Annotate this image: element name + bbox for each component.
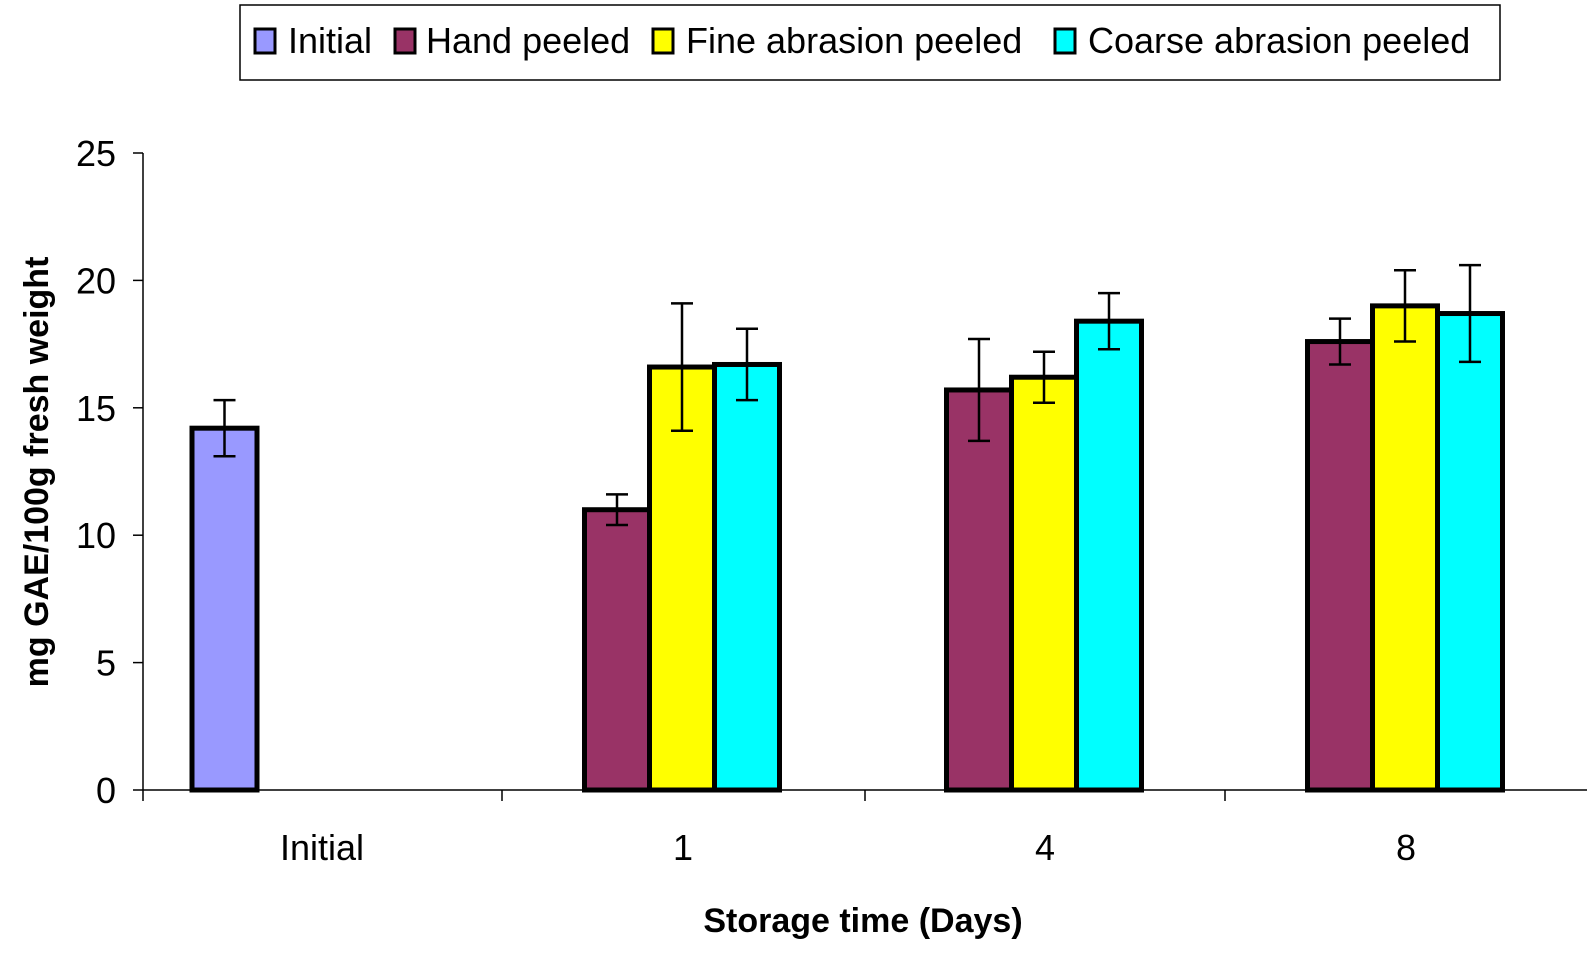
x-tick-labels: Initial 1 4 8 — [280, 827, 1416, 868]
y-tick-label: 20 — [76, 260, 116, 301]
error-bar — [1394, 268, 1416, 343]
error-bar — [606, 493, 628, 527]
legend-swatch-initial — [253, 27, 277, 55]
error-bar — [213, 398, 236, 458]
x-ticks — [142, 790, 1226, 801]
y-tick-label: 5 — [96, 643, 116, 684]
y-ticks: 0 5 10 15 20 25 — [76, 133, 143, 811]
y-tick-label: 0 — [96, 770, 116, 811]
error-bar — [1098, 291, 1120, 351]
legend-label-hand-peeled: Hand peeled — [426, 20, 630, 61]
bar-hand-peeled-8 — [1305, 339, 1375, 793]
error-bar — [736, 327, 758, 402]
bar-coarse-abrasion-peeled-4 — [1074, 318, 1144, 793]
bar-coarse-abrasion-peeled-1 — [712, 361, 782, 793]
legend: Initial Hand peeled Fine abrasion peeled… — [239, 4, 1501, 81]
error-bars — [213, 263, 1481, 527]
x-tick-label: Initial — [280, 827, 364, 868]
bar-hand-peeled-1 — [582, 507, 652, 793]
legend-label-fine-abrasion-peeled: Fine abrasion peeled — [686, 20, 1022, 61]
bar-hand-peeled-4 — [944, 387, 1014, 793]
legend-swatch-hand-peeled — [393, 27, 417, 55]
bar-fine-abrasion-peeled-4 — [1009, 374, 1079, 793]
bar-fine-abrasion-peeled-8 — [1370, 303, 1440, 793]
bar-coarse-abrasion-peeled-8 — [1435, 311, 1505, 793]
x-tick-label: 1 — [673, 827, 693, 868]
legend-swatch-coarse-abrasion-peeled — [1053, 27, 1077, 55]
legend-label-initial: Initial — [288, 20, 372, 61]
bar-initial-initial — [189, 425, 260, 793]
error-bar — [1459, 263, 1481, 364]
error-bar — [1329, 317, 1351, 366]
legend-label-coarse-abrasion-peeled: Coarse abrasion peeled — [1088, 20, 1470, 61]
x-tick-label: 4 — [1035, 827, 1055, 868]
y-tick-label: 25 — [76, 133, 116, 174]
error-bar — [968, 337, 990, 443]
y-tick-label: 10 — [76, 515, 116, 556]
y-tick-label: 15 — [76, 388, 116, 429]
error-bar — [1033, 350, 1055, 404]
error-bar — [671, 302, 693, 432]
legend-swatch-fine-abrasion-peeled — [651, 27, 675, 55]
x-axis-title: Storage time (Days) — [703, 902, 1022, 940]
y-axis-title: mg GAE/100g fresh weight — [18, 257, 56, 688]
bars — [189, 303, 1505, 793]
legend-frame — [239, 4, 1501, 81]
x-tick-label: 8 — [1396, 827, 1416, 868]
